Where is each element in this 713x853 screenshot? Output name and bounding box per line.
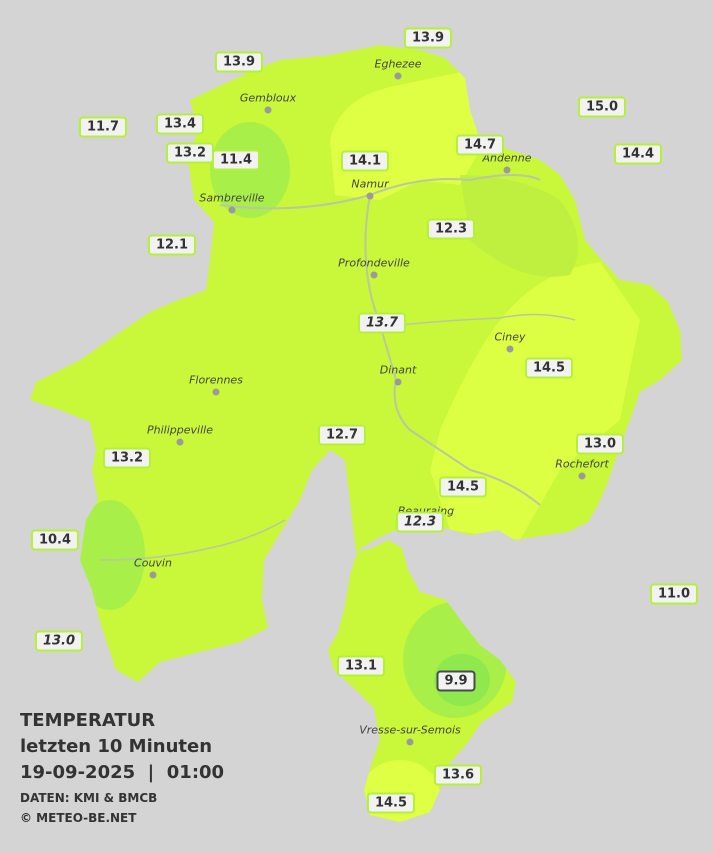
city-dot (578, 472, 586, 480)
station-value: 13.6 (433, 764, 483, 786)
city-dot (506, 345, 514, 353)
city-dot (149, 571, 157, 579)
cool-zone (460, 175, 578, 277)
station-value: 13.2 (165, 142, 215, 164)
station-value: 13.2 (102, 447, 152, 469)
city-dot (394, 378, 402, 386)
warm-zone (430, 262, 640, 540)
station-value: 13.1 (336, 655, 386, 677)
city-name: Namur (351, 177, 389, 191)
source: DATEN: KMI & BMCB (20, 791, 158, 805)
station-value: 9.9 (436, 670, 476, 692)
city-name: Vresse-sur-Semois (359, 723, 461, 737)
city-name: Ciney (494, 330, 526, 344)
copyright: © METEO-BE.NET (20, 811, 137, 825)
station-value: 11.7 (78, 116, 128, 138)
station-value: 10.4 (30, 529, 80, 551)
city-name: Gembloux (239, 91, 297, 105)
cool-zone (75, 500, 145, 610)
station-value: 14.5 (366, 792, 416, 814)
river (399, 313, 576, 326)
station-value: 12.3 (426, 218, 476, 240)
station-value: 14.1 (340, 150, 390, 172)
city-name: Philippeville (147, 423, 213, 437)
city-name: Dinant (379, 363, 417, 377)
city-dot (212, 388, 220, 396)
city-dot (228, 206, 236, 214)
station-value: 13.7 (357, 312, 407, 334)
city-name: Profondeville (338, 256, 410, 270)
city-name: Rochefort (555, 457, 609, 471)
station-value: 14.7 (455, 134, 505, 156)
city-dot (366, 192, 374, 200)
city-dot (176, 438, 184, 446)
station-value: 12.7 (317, 424, 367, 446)
river (99, 519, 286, 561)
city-dot (264, 106, 272, 114)
title: TEMPERATUR (20, 710, 156, 731)
city-name: Florennes (189, 373, 243, 387)
station-value: 14.5 (524, 357, 574, 379)
station-value: 15.0 (577, 96, 627, 118)
station-value: 12.1 (147, 234, 197, 256)
station-value: 12.3 (395, 511, 445, 533)
station-value: 13.0 (575, 433, 625, 455)
station-value: 11.0 (649, 583, 699, 605)
river (219, 174, 541, 210)
city-dot (406, 738, 414, 746)
datetime: 19-09-2025 | 01:00 (20, 762, 225, 783)
city-dot (394, 72, 402, 80)
city-name: Eghezee (374, 57, 422, 71)
subtitle: letzten 10 Minuten (20, 736, 213, 757)
river (364, 194, 541, 506)
city-dot (370, 271, 378, 279)
city-dot (503, 166, 511, 174)
station-value: 13.4 (155, 113, 205, 135)
city-name: Couvin (134, 556, 172, 570)
station-value: 14.4 (613, 143, 663, 165)
city-name: Sambreville (199, 191, 265, 205)
station-value: 11.4 (211, 149, 261, 171)
station-value: 14.5 (438, 476, 488, 498)
station-value: 13.9 (403, 27, 453, 49)
station-value: 13.0 (34, 630, 84, 652)
station-value: 13.9 (214, 51, 264, 73)
